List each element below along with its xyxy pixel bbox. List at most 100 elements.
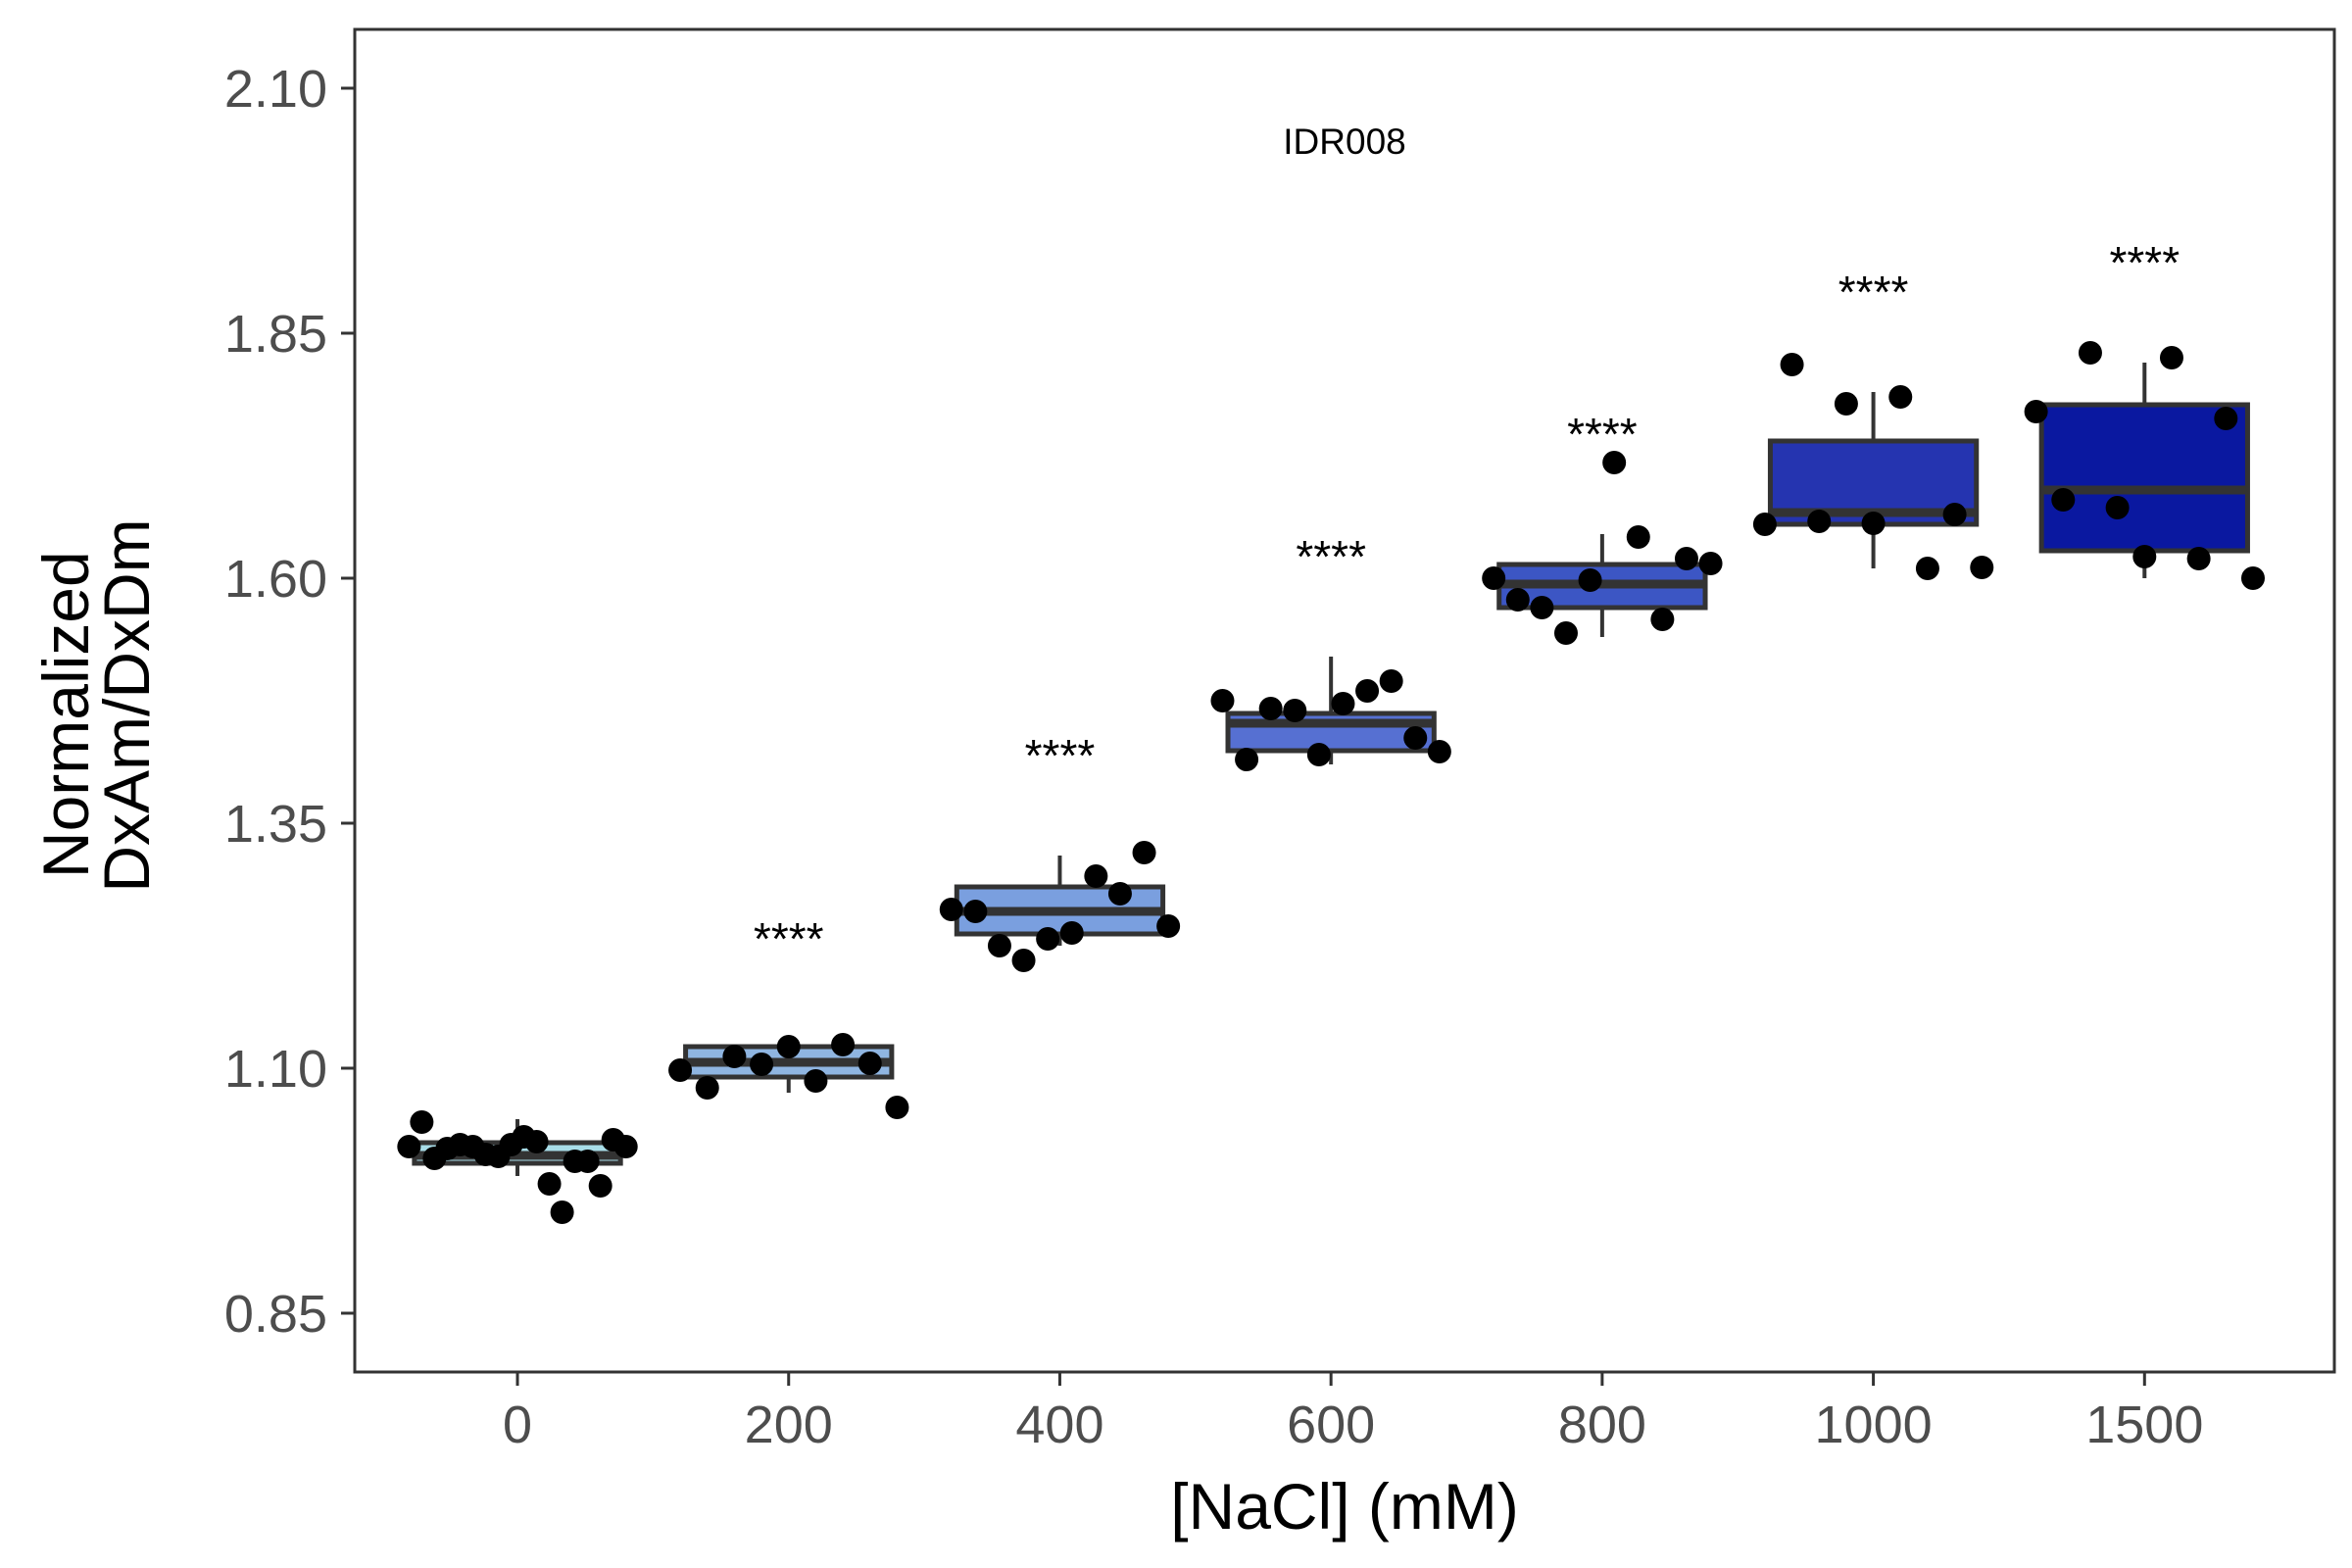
data-point	[963, 900, 988, 923]
data-point	[722, 1045, 747, 1068]
y-axis: 0.85 1.10 1.35 1.60 1.85 2.10	[224, 60, 355, 1344]
data-point	[2132, 545, 2157, 568]
data-point	[1059, 921, 1084, 945]
x-tick-label: 1500	[2085, 1396, 2203, 1454]
data-point	[1942, 503, 1967, 526]
data-point	[831, 1033, 856, 1056]
data-point	[422, 1147, 447, 1170]
data-point	[1780, 353, 1804, 376]
significance-label: ****	[1296, 531, 1366, 582]
data-point	[1861, 512, 1886, 535]
data-point	[1283, 699, 1307, 722]
panel-label: IDR008	[1283, 122, 1405, 162]
data-point	[1834, 392, 1858, 416]
data-point	[1403, 726, 1428, 750]
data-point	[2186, 547, 2211, 570]
data-point	[537, 1172, 562, 1196]
x-axis: 0 200 400 600 800 1000 1500	[503, 1372, 2203, 1454]
data-point	[2240, 566, 2265, 590]
y-tick-label: 1.85	[224, 305, 327, 364]
data-point	[1970, 556, 1994, 579]
data-point	[1427, 740, 1451, 763]
data-point	[885, 1096, 909, 1119]
data-point	[1011, 949, 1036, 972]
data-point	[2159, 346, 2183, 369]
y-tick-label: 1.35	[224, 795, 327, 854]
data-point	[2105, 496, 2130, 519]
x-tick-label: 1000	[1815, 1396, 1933, 1454]
data-point	[939, 898, 963, 921]
data-point	[804, 1069, 828, 1093]
y-tick-label: 2.10	[224, 60, 327, 119]
data-point	[1210, 689, 1235, 712]
data-point	[987, 934, 1011, 957]
data-point	[1578, 568, 1602, 592]
data-point	[2078, 341, 2102, 365]
y-axis-title: Normalized DxAm/DxDm	[29, 518, 163, 892]
data-point	[2214, 407, 2238, 430]
data-point	[601, 1128, 625, 1152]
y-tick-label: 0.85	[224, 1285, 327, 1344]
significance-label: ****	[2109, 237, 2180, 288]
significance-label: ****	[1025, 730, 1096, 781]
data-point	[1807, 510, 1832, 533]
data-point	[2051, 488, 2076, 512]
data-point	[1107, 882, 1132, 906]
data-point	[695, 1076, 719, 1100]
x-tick-label: 600	[1287, 1396, 1375, 1454]
box-group: ****	[2038, 237, 2250, 578]
x-tick-label: 800	[1558, 1396, 1646, 1454]
data-point	[1482, 566, 1506, 590]
data-point	[776, 1035, 801, 1058]
box-group: ****	[1225, 531, 1437, 764]
y-axis-title-line-1: Normalized	[29, 551, 102, 878]
data-point	[397, 1135, 421, 1158]
data-point	[750, 1053, 774, 1076]
data-point	[1132, 841, 1156, 864]
data-point	[1915, 557, 1939, 580]
plot-panel-border	[353, 27, 2336, 1374]
data-point	[1650, 608, 1675, 631]
data-point	[1156, 914, 1181, 938]
data-point	[563, 1150, 587, 1173]
y-tick-label: 1.10	[224, 1040, 327, 1099]
significance-label: ****	[1838, 267, 1909, 318]
x-tick-label: 0	[503, 1396, 532, 1454]
y-tick-label: 1.60	[224, 550, 327, 609]
significance-label: ****	[1567, 409, 1638, 460]
box-group: ****	[1767, 267, 1980, 568]
data-point	[858, 1052, 882, 1075]
data-point	[1530, 596, 1554, 619]
data-point	[1505, 588, 1530, 612]
data-point	[550, 1200, 574, 1224]
y-axis-title-line-2: DxAm/DxDm	[90, 518, 163, 892]
data-point	[1331, 692, 1355, 715]
data-point	[1036, 927, 1060, 951]
data-point	[1379, 669, 1403, 693]
data-point	[448, 1133, 472, 1156]
data-point	[410, 1110, 434, 1134]
data-point	[668, 1058, 693, 1082]
significance-label: ****	[754, 913, 824, 964]
data-point	[588, 1174, 612, 1198]
x-axis-title: [NaCl] (mM)	[1170, 1470, 1519, 1543]
data-point	[1752, 513, 1777, 536]
x-tick-label: 200	[745, 1396, 833, 1454]
data-point	[1355, 679, 1380, 703]
data-point	[1084, 864, 1108, 888]
data-point	[499, 1133, 523, 1156]
x-tick-label: 400	[1015, 1396, 1103, 1454]
data-point	[1698, 552, 1723, 575]
data-point	[1258, 697, 1283, 720]
data-point	[2024, 400, 2048, 423]
data-point	[1553, 621, 1578, 645]
data-point	[1674, 547, 1698, 570]
data-point	[1235, 748, 1259, 771]
data-point	[1602, 451, 1627, 474]
data-point	[1626, 525, 1650, 549]
plot-layer: **** **** **** **** **** ****	[397, 237, 2265, 1224]
box	[2038, 402, 2250, 554]
data-point	[1888, 385, 1913, 409]
